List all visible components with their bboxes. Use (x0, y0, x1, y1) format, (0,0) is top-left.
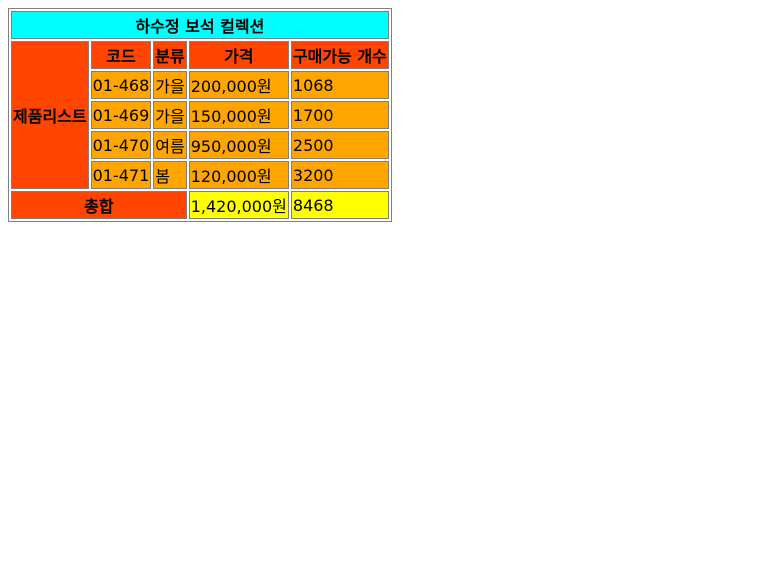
cell-category: 가을 (153, 71, 187, 99)
cell-count: 1068 (290, 71, 389, 99)
cell-count: 3200 (290, 161, 389, 189)
table-row: 01-468 가을 200,000원 1068 (11, 71, 389, 99)
header-code: 코드 (90, 41, 152, 69)
cell-count: 2500 (290, 131, 389, 159)
cell-count: 1700 (290, 101, 389, 129)
cell-category: 가을 (153, 101, 187, 129)
cell-price: 150,000원 (188, 101, 289, 129)
table-row: 01-469 가을 150,000원 1700 (11, 101, 389, 129)
cell-category: 봄 (153, 161, 187, 189)
header-count: 구매가능 개수 (290, 41, 389, 69)
cell-category: 여름 (153, 131, 187, 159)
table-row: 01-471 봄 120,000원 3200 (11, 161, 389, 189)
row-group-label: 제품리스트 (11, 41, 89, 189)
cell-code: 01-470 (90, 131, 152, 159)
header-row: 제품리스트 코드 분류 가격 구매가능 개수 (11, 41, 389, 189)
cell-code: 01-469 (90, 101, 152, 129)
cell-code: 01-468 (90, 71, 152, 99)
table-title: 하수정 보석 컬렉션 (11, 11, 389, 39)
cell-price: 200,000원 (188, 71, 289, 99)
total-row: 총합 1,420,000원 8468 (11, 191, 389, 219)
cell-price: 950,000원 (188, 131, 289, 159)
jewel-collection-table: 하수정 보석 컬렉션 제품리스트 코드 분류 가격 구매가능 개수 01-468… (8, 8, 392, 222)
cell-price: 120,000원 (188, 161, 289, 189)
total-count: 8468 (290, 191, 389, 219)
header-price: 가격 (188, 41, 289, 69)
table-row: 01-470 여름 950,000원 2500 (11, 131, 389, 159)
cell-code: 01-471 (90, 161, 152, 189)
total-price: 1,420,000원 (188, 191, 289, 219)
total-label: 총합 (11, 191, 187, 219)
title-row: 하수정 보석 컬렉션 (11, 11, 389, 39)
header-category: 분류 (153, 41, 187, 69)
